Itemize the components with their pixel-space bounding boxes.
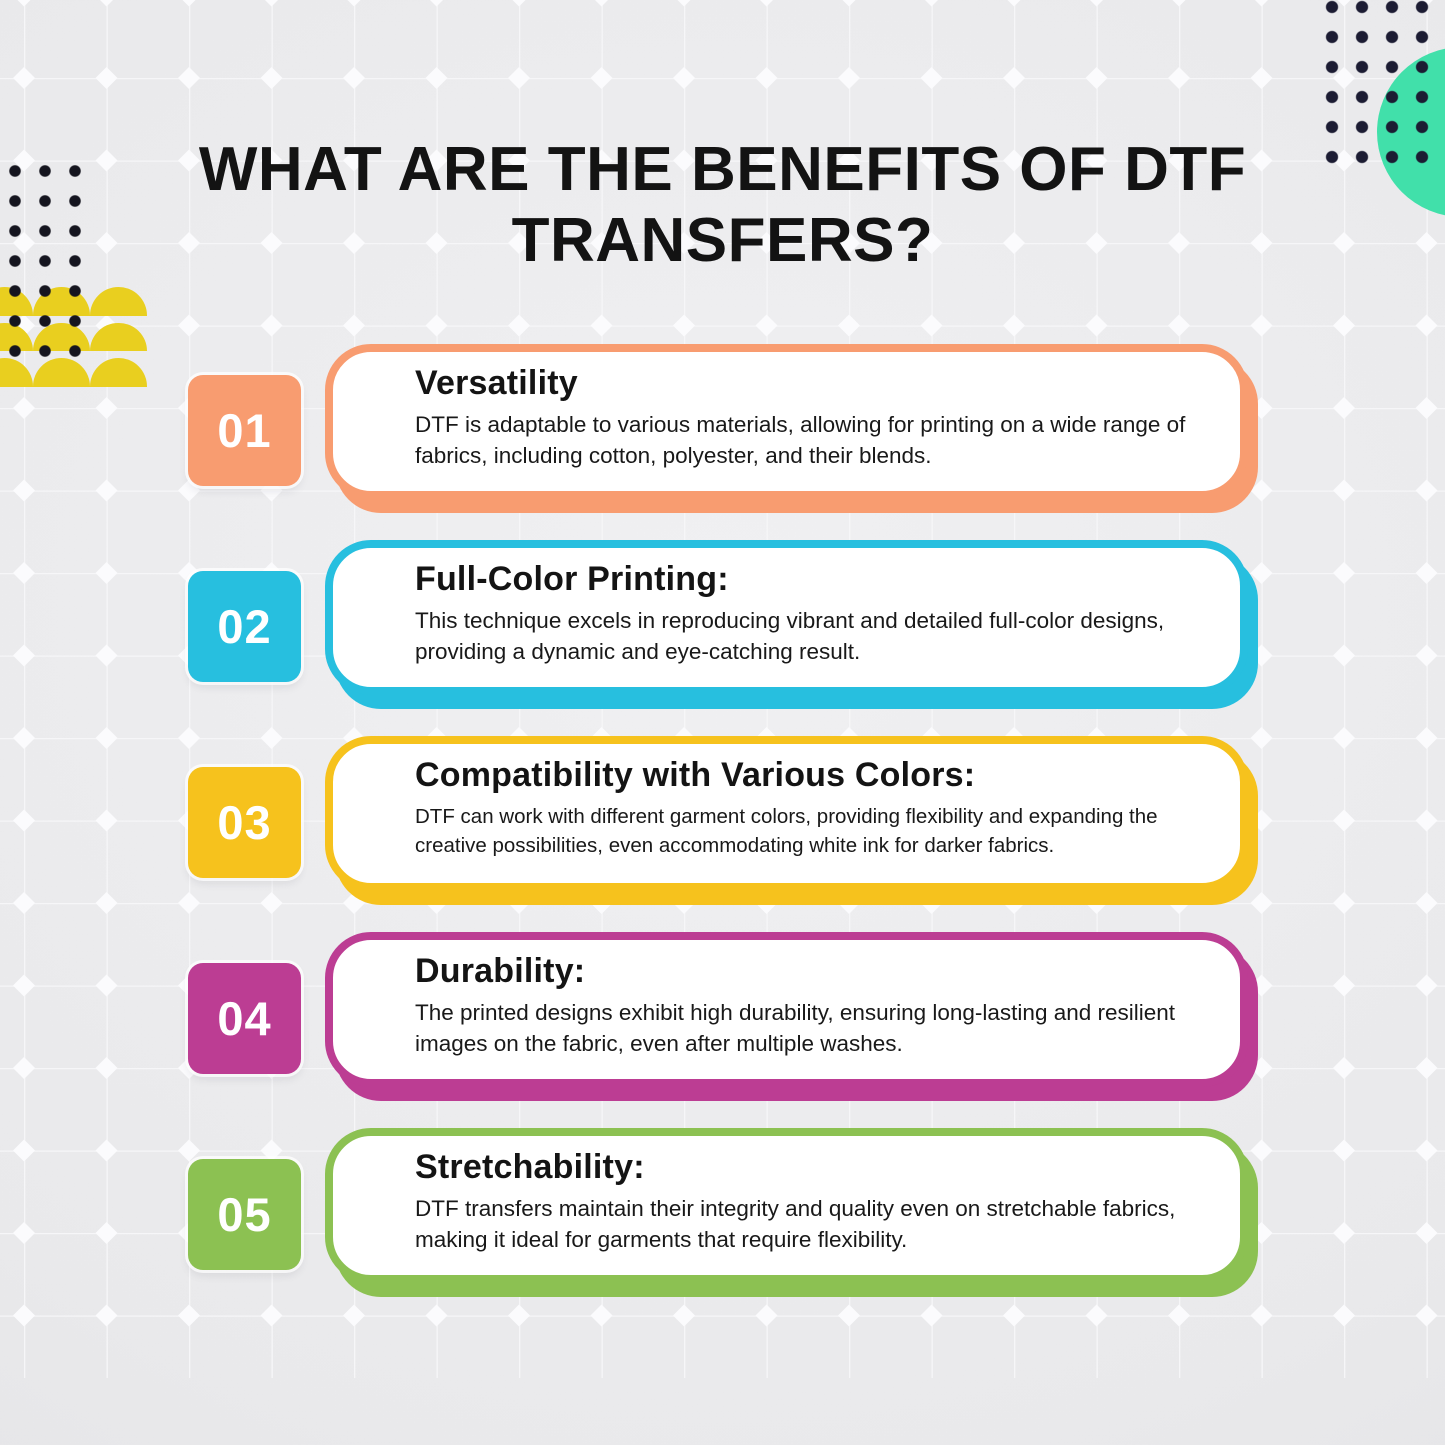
card-number-badge: 04 (188, 963, 301, 1074)
card-title: Stretchability: (415, 1148, 645, 1186)
card-panel: Stretchability: DTF transfers maintain t… (325, 1128, 1248, 1283)
card-number-badge: 02 (188, 571, 301, 682)
card-body: DTF transfers maintain their integrity a… (415, 1196, 1176, 1252)
benefit-card: Durability: The printed designs exhibit … (188, 932, 1258, 1087)
card-panel: Compatibility with Various Colors: DTF c… (325, 736, 1248, 891)
card-title: Durability: (415, 952, 586, 990)
page-title-line-1: WHAT ARE THE BENEFITS OF DTF (198, 135, 1247, 204)
card-body: DTF is adaptable to various materials, a… (415, 412, 1186, 468)
card-number-badge: 03 (188, 767, 301, 878)
page-title-line-2: TRANSFERS? (511, 206, 934, 275)
card-title: Versatility (415, 364, 578, 402)
semicircle (90, 322, 147, 351)
page-title: WHAT ARE THE BENEFITS OF DTF TRANSFERS? (0, 134, 1445, 276)
benefit-card: Full-Color Printing: This technique exce… (188, 540, 1258, 695)
card-number-badge: 05 (188, 1159, 301, 1270)
card-body: The printed designs exhibit high durabil… (415, 1000, 1176, 1056)
card-panel: Versatility DTF is adaptable to various … (325, 344, 1248, 499)
benefit-cards-list: Versatility DTF is adaptable to various … (188, 344, 1258, 1324)
card-body: DTF can work with different garment colo… (415, 805, 1158, 858)
card-body: This technique excels in reproducing vib… (415, 608, 1165, 664)
card-panel: Full-Color Printing: This technique exce… (325, 540, 1248, 695)
semicircle (90, 287, 147, 316)
semicircle (90, 358, 147, 387)
benefit-card: Versatility DTF is adaptable to various … (188, 344, 1258, 499)
card-panel: Durability: The printed designs exhibit … (325, 932, 1248, 1087)
card-title: Compatibility with Various Colors: (415, 756, 976, 794)
benefit-card: Stretchability: DTF transfers maintain t… (188, 1128, 1258, 1283)
card-number-badge: 01 (188, 375, 301, 486)
card-title: Full-Color Printing: (415, 560, 729, 598)
benefit-card: Compatibility with Various Colors: DTF c… (188, 736, 1258, 891)
